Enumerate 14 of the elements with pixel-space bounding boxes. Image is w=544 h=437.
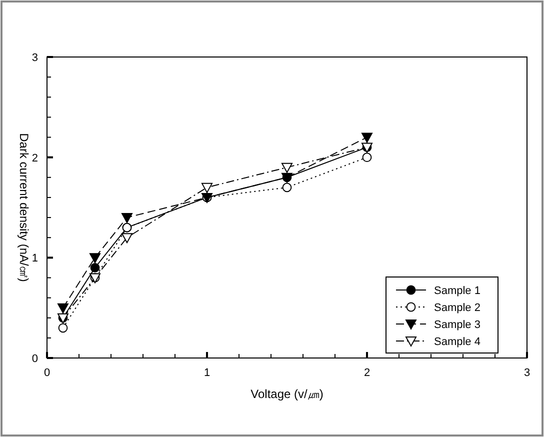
legend-label: Sample 3 xyxy=(434,319,480,331)
y-tick-label: 3 xyxy=(32,52,38,64)
x-tick-label: 3 xyxy=(524,367,530,379)
legend-label: Sample 1 xyxy=(434,285,480,297)
y-axis-title: Dark current density (nA/㎠) xyxy=(17,133,31,282)
x-tick-label: 2 xyxy=(364,367,370,379)
y-tick-label: 2 xyxy=(32,152,38,164)
y-tick-label: 0 xyxy=(32,353,38,365)
legend-label: Sample 2 xyxy=(434,302,480,314)
y-tick-label: 1 xyxy=(32,252,38,265)
x-tick-label: 0 xyxy=(44,367,50,379)
x-tick-label: 1 xyxy=(204,367,210,379)
legend-label: Sample 4 xyxy=(434,336,480,348)
x-axis-title: Voltage (v/㎛) xyxy=(250,387,324,401)
